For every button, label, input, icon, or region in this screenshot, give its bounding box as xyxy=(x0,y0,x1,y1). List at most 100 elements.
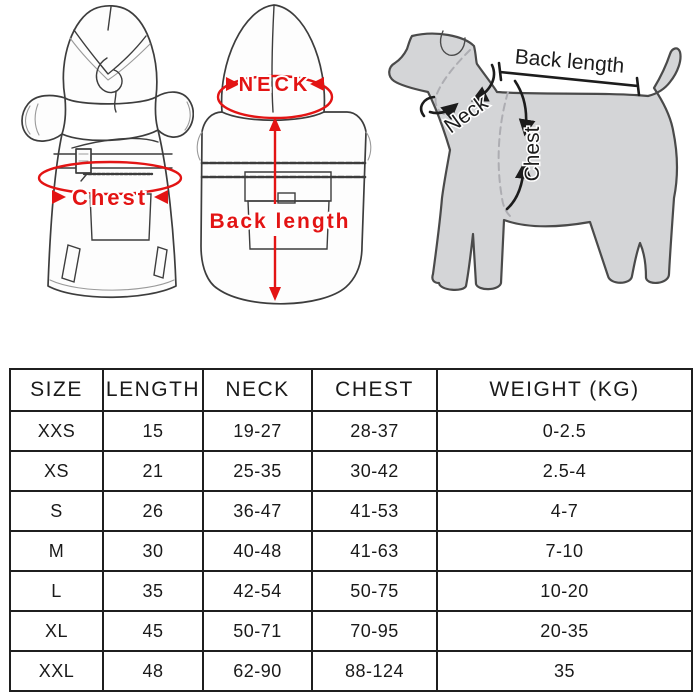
table-cell: 50-71 xyxy=(202,610,313,652)
table-cell: 21 xyxy=(102,450,204,492)
table-cell: 50-75 xyxy=(311,570,438,612)
table-cell: 30 xyxy=(102,530,204,572)
back-length-bracket xyxy=(497,61,641,97)
dog-back-length-label: Back length xyxy=(514,45,625,77)
table-cell: 36-47 xyxy=(202,490,313,532)
neck-curl-arrow xyxy=(419,95,436,118)
size-chart-table: SIZE LENGTH NECK CHEST WEIGHT (KG) XXS 15 19-2… xyxy=(9,368,693,692)
neck-arrow xyxy=(428,102,459,121)
table-cell: 62-90 xyxy=(202,650,313,692)
back-length-label: Back length xyxy=(209,210,350,233)
column-header-neck: NECK xyxy=(202,368,313,412)
column-header-chest: CHEST xyxy=(311,368,438,412)
arrowhead-left-icon xyxy=(310,77,324,91)
back-length-annotation: Back length xyxy=(207,117,351,301)
column-header-length: LENGTH xyxy=(102,368,204,412)
table-cell: XXS xyxy=(9,410,104,452)
raincoat-back-diagram: NECK Back length xyxy=(196,4,372,305)
table-cell: 26 xyxy=(102,490,204,532)
hood-collar-v xyxy=(73,29,147,75)
table-cell: 7-10 xyxy=(436,530,693,572)
raincoat-back-sketch xyxy=(196,4,372,305)
chest-label: Chest xyxy=(72,185,148,210)
table-cell: 0-2.5 xyxy=(436,410,693,452)
table-cell: 4-7 xyxy=(436,490,693,532)
table-cell: 35 xyxy=(436,650,693,692)
left-sleeve xyxy=(21,94,67,142)
column-header-size: SIZE xyxy=(9,368,104,412)
arrowhead-left-icon xyxy=(154,190,168,204)
back-pocket-flap xyxy=(244,171,332,202)
chest-down-arrow xyxy=(513,79,536,137)
dog-measurement-diagram: Back length Neck Chest xyxy=(388,30,682,291)
torso-outline xyxy=(47,129,177,299)
column-header-weight-kg: WEIGHT (KG) xyxy=(436,368,693,412)
table-cell: 20-35 xyxy=(436,610,693,652)
table-row: M 30 40-48 41-63 7-10 xyxy=(9,530,693,572)
size-table-body: XXS 15 19-27 28-37 0-2.5 XS 21 25-35 30-42 2.5-4 S… xyxy=(9,410,693,692)
chest-up-arrow xyxy=(505,161,532,211)
table-cell: 40-48 xyxy=(202,530,313,572)
table-cell: 28-37 xyxy=(311,410,438,452)
table-cell: 30-42 xyxy=(311,450,438,492)
chest-girth-dashed-line xyxy=(497,91,511,217)
table-cell: 35 xyxy=(102,570,204,612)
neck-measure-annotation: NECK xyxy=(216,72,334,120)
reflective-strip-right xyxy=(153,246,168,279)
table-cell: XL xyxy=(9,610,104,652)
table-cell: 70-95 xyxy=(311,610,438,652)
belly-band xyxy=(53,153,173,169)
table-row: XL 45 50-71 70-95 20-35 xyxy=(9,610,693,652)
chest-measure-annotation: Chest xyxy=(37,160,183,212)
table-cell: L xyxy=(9,570,104,612)
chest-ellipse xyxy=(37,160,183,196)
table-cell: 25-35 xyxy=(202,450,313,492)
right-sleeve xyxy=(154,91,194,138)
table-cell: M xyxy=(9,530,104,572)
neck-girth-dashed-line xyxy=(434,49,471,115)
raincoat-front-sketch xyxy=(21,5,194,299)
dog-chest-label: Chest xyxy=(521,126,544,181)
table-cell: 48 xyxy=(102,650,204,692)
back-band xyxy=(200,161,367,179)
raincoat-front-diagram: Chest xyxy=(21,5,194,299)
table-cell: 19-27 xyxy=(202,410,313,452)
table-cell: 45 xyxy=(102,610,204,652)
drawstring-cord xyxy=(95,57,123,113)
arrowhead-right-icon xyxy=(226,77,240,91)
hood-top-seam xyxy=(107,6,112,31)
back-hood-outline xyxy=(220,4,326,122)
table-header-row: SIZE LENGTH NECK CHEST WEIGHT (KG) xyxy=(9,368,693,412)
table-row: L 35 42-54 50-75 10-20 xyxy=(9,570,693,612)
chest-panel-seam xyxy=(71,137,159,149)
dog-ear xyxy=(439,30,466,56)
neck-label: NECK xyxy=(239,74,312,96)
table-cell: S xyxy=(9,490,104,532)
arrowhead-right-icon xyxy=(52,190,66,204)
zipper-pull xyxy=(80,174,87,182)
arrowhead-down-icon xyxy=(269,287,281,301)
table-cell: 41-53 xyxy=(311,490,438,532)
table-cell: 42-54 xyxy=(202,570,313,612)
table-cell: XXL xyxy=(9,650,104,692)
table-row: XXS 15 19-27 28-37 0-2.5 xyxy=(9,410,693,452)
collar-arrow xyxy=(470,63,496,102)
arrowhead-up-icon xyxy=(269,117,281,131)
dog-chest-annotation: Chest xyxy=(505,79,546,211)
hood-center-seam xyxy=(271,5,275,113)
table-cell: 10-20 xyxy=(436,570,693,612)
table-cell: 2.5-4 xyxy=(436,450,693,492)
table-cell: 15 xyxy=(102,410,204,452)
table-row: XXL 48 62-90 88-124 35 xyxy=(9,650,693,692)
dog-silhouette xyxy=(388,32,682,291)
reflective-strip-left xyxy=(61,244,81,283)
table-cell: 41-63 xyxy=(311,530,438,572)
back-body-outline xyxy=(200,111,367,305)
back-pocket xyxy=(247,200,330,250)
table-cell: XS xyxy=(9,450,104,492)
table-row: S 26 36-47 41-53 4-7 xyxy=(9,490,693,532)
pocket-button xyxy=(277,192,296,204)
hood-outline xyxy=(62,5,158,105)
table-row: XS 21 25-35 30-42 2.5-4 xyxy=(9,450,693,492)
table-cell: 88-124 xyxy=(311,650,438,692)
